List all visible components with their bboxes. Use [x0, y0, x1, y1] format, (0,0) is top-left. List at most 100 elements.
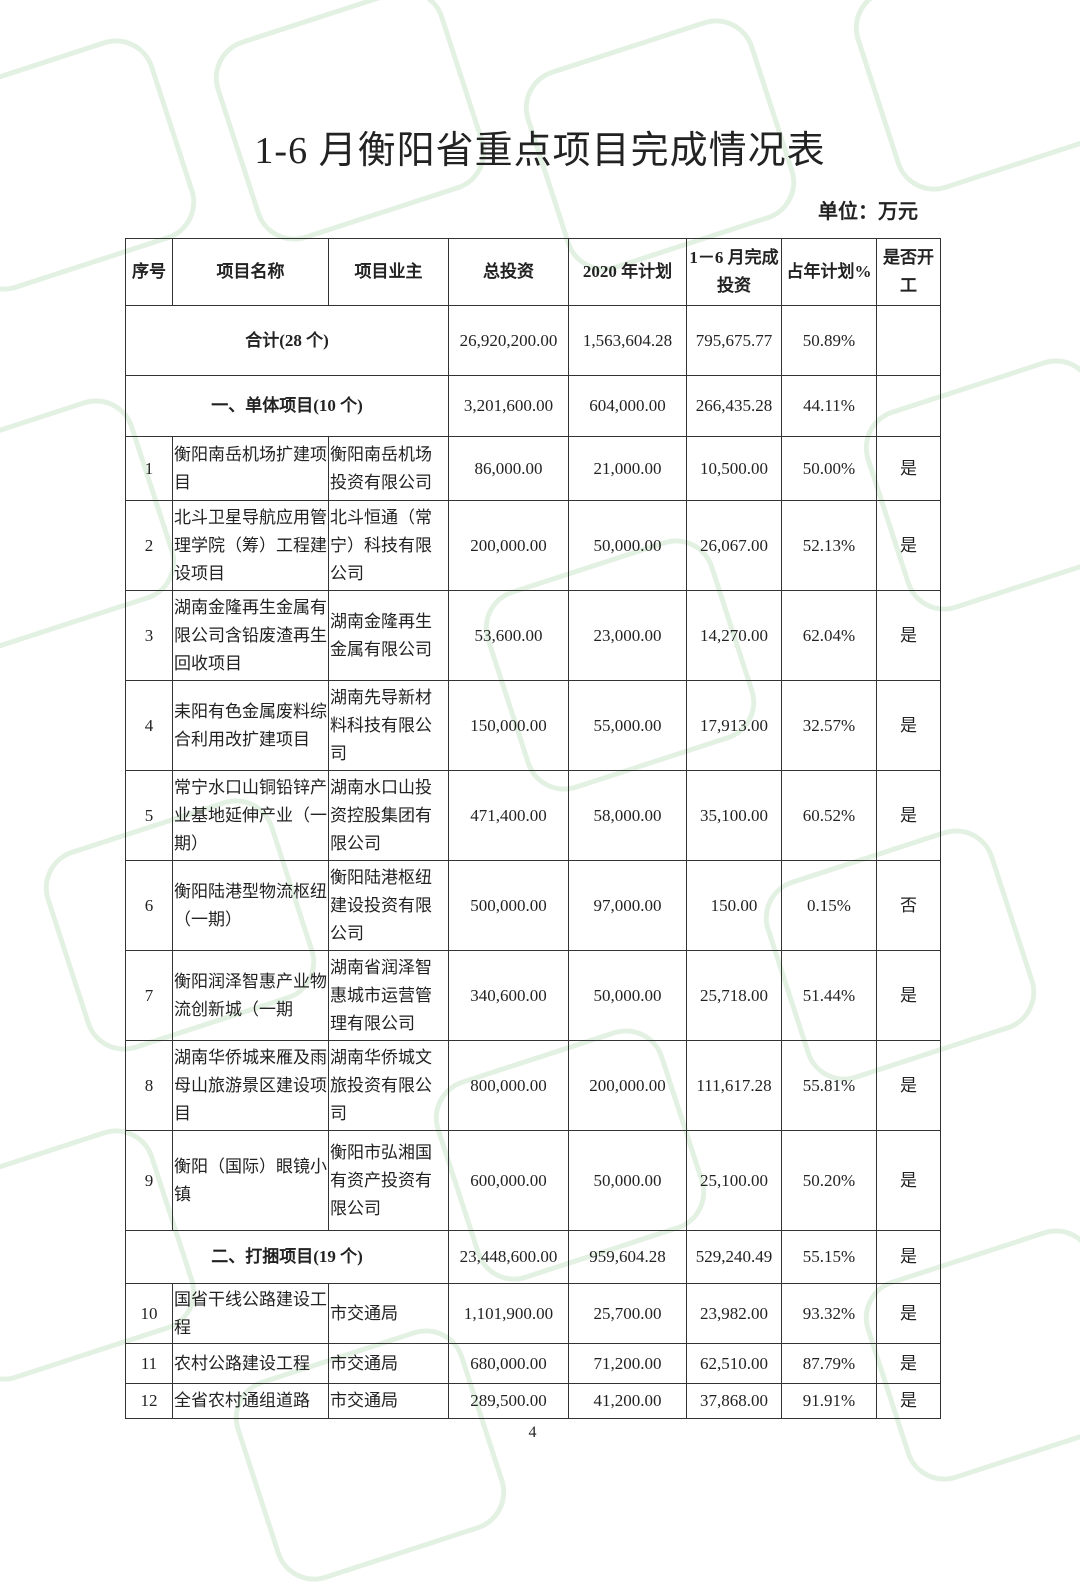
- cell-name: 湖南华侨城来雁及雨母山旅游景区建设项目: [172, 1040, 329, 1131]
- cell-started: 是: [876, 950, 941, 1041]
- cell-no: 9: [125, 1130, 173, 1231]
- cell-done: 25,100.00: [686, 1130, 782, 1231]
- table-row: 12 全省农村通组道路 市交通局 289,500.00 41,200.00 37,868.…: [125, 1383, 941, 1419]
- cell-no: 3: [125, 590, 173, 681]
- cell-started: 是: [876, 770, 941, 861]
- cell-no: 12: [125, 1383, 173, 1419]
- section1-done: 266,435.28: [686, 375, 782, 437]
- cell-done: 23,982.00: [686, 1283, 782, 1344]
- total-row: 合计(28 个) 26,920,200.00 1,563,604.28 795,…: [125, 305, 941, 376]
- cell-owner: 湖南华侨城文旅投资有限公司: [328, 1040, 449, 1131]
- cell-plan: 200,000.00: [568, 1040, 687, 1131]
- cell-started: 是: [876, 1130, 941, 1231]
- total-done: 795,675.77: [686, 305, 782, 376]
- cell-plan: 21,000.00: [568, 436, 687, 501]
- cell-owner: 衡阳陆港枢纽建设投资有限公司: [328, 860, 449, 951]
- header-owner: 项目业主: [328, 238, 449, 306]
- cell-owner: 北斗恒通（常宁）科技有限公司: [328, 500, 449, 591]
- cell-total: 200,000.00: [448, 500, 569, 591]
- cell-no: 10: [125, 1283, 173, 1344]
- cell-done: 37,868.00: [686, 1383, 782, 1419]
- cell-owner: 市交通局: [328, 1383, 449, 1419]
- section2-pct: 55.15%: [781, 1230, 877, 1284]
- section2-done: 529,240.49: [686, 1230, 782, 1284]
- cell-done: 111,617.28: [686, 1040, 782, 1131]
- cell-total: 680,000.00: [448, 1343, 569, 1384]
- cell-owner: 市交通局: [328, 1283, 449, 1344]
- cell-name: 衡阳（国际）眼镜小镇: [172, 1130, 329, 1231]
- cell-no: 8: [125, 1040, 173, 1131]
- table-row: 4 耒阳有色金属废料综合利用改扩建项目 湖南先导新材料科技有限公司 150,000.0…: [125, 680, 941, 771]
- table-row: 10 国省干线公路建设工程 市交通局 1,101,900.00 25,700.00 23,…: [125, 1283, 941, 1344]
- cell-total: 500,000.00: [448, 860, 569, 951]
- total-started: [876, 305, 941, 376]
- cell-done: 35,100.00: [686, 770, 782, 861]
- section2-plan: 959,604.28: [568, 1230, 687, 1284]
- cell-name: 国省干线公路建设工程: [172, 1283, 329, 1344]
- watermark-stamp: [203, 0, 497, 252]
- header-done: 1－6 月完成投资: [686, 238, 782, 306]
- cell-done: 26,067.00: [686, 500, 782, 591]
- header-total: 总投资: [448, 238, 569, 306]
- table-row: 8 湖南华侨城来雁及雨母山旅游景区建设项目 湖南华侨城文旅投资有限公司 800,000…: [125, 1040, 941, 1131]
- cell-name: 湖南金隆再生金属有限公司含铅废渣再生回收项目: [172, 590, 329, 681]
- cell-pct: 50.20%: [781, 1130, 877, 1231]
- header-started: 是否开工: [876, 238, 941, 306]
- unit-label: 单位：万元: [818, 201, 918, 223]
- cell-plan: 71,200.00: [568, 1343, 687, 1384]
- cell-total: 340,600.00: [448, 950, 569, 1041]
- cell-started: 否: [876, 860, 941, 951]
- cell-plan: 41,200.00: [568, 1383, 687, 1419]
- section2-label: 二、打捆项目(19 个): [125, 1230, 449, 1284]
- section1-plan: 604,000.00: [568, 375, 687, 437]
- cell-total: 150,000.00: [448, 680, 569, 771]
- cell-owner: 市交通局: [328, 1343, 449, 1384]
- header-no: 序号: [125, 238, 173, 306]
- page-number: 4: [528, 1424, 537, 1441]
- cell-pct: 87.79%: [781, 1343, 877, 1384]
- cell-pct: 52.13%: [781, 500, 877, 591]
- section1-pct: 44.11%: [781, 375, 877, 437]
- cell-pct: 60.52%: [781, 770, 877, 861]
- cell-plan: 23,000.00: [568, 590, 687, 681]
- header-row: 序号 项目名称 项目业主 总投资 2020 年计划 1－6 月完成投资 占年计划…: [125, 238, 941, 306]
- cell-plan: 97,000.00: [568, 860, 687, 951]
- cell-started: 是: [876, 436, 941, 501]
- cell-done: 14,270.00: [686, 590, 782, 681]
- cell-owner: 湖南先导新材料科技有限公司: [328, 680, 449, 771]
- total-total: 26,920,200.00: [448, 305, 569, 376]
- table-container: 序号 项目名称 项目业主 总投资 2020 年计划 1－6 月完成投资 占年计划…: [125, 238, 941, 1443]
- cell-name: 耒阳有色金属废料综合利用改扩建项目: [172, 680, 329, 771]
- cell-started: 是: [876, 1040, 941, 1131]
- table-row: 6 衡阳陆港型物流枢纽（一期） 衡阳陆港枢纽建设投资有限公司 500,000.00 97…: [125, 860, 941, 951]
- table-row: 11 农村公路建设工程 市交通局 680,000.00 71,200.00 62,510.…: [125, 1343, 941, 1384]
- cell-pct: 50.00%: [781, 436, 877, 501]
- cell-owner: 湖南金隆再生金属有限公司: [328, 590, 449, 681]
- cell-done: 150.00: [686, 860, 782, 951]
- table-row: 7 衡阳润泽智惠产业物流创新城（一期 湖南省润泽智惠城市运营管理有限公司 340,60…: [125, 950, 941, 1041]
- cell-plan: 50,000.00: [568, 1130, 687, 1231]
- cell-no: 11: [125, 1343, 173, 1384]
- page-title: 1-6 月衡阳省重点项目完成情况表: [254, 130, 826, 172]
- cell-started: 是: [876, 680, 941, 771]
- cell-pct: 0.15%: [781, 860, 877, 951]
- cell-owner: 湖南水口山投资控股集团有限公司: [328, 770, 449, 861]
- total-pct: 50.89%: [781, 305, 877, 376]
- cell-pct: 62.04%: [781, 590, 877, 681]
- cell-no: 6: [125, 860, 173, 951]
- cell-pct: 51.44%: [781, 950, 877, 1041]
- cell-pct: 93.32%: [781, 1283, 877, 1344]
- cell-name: 常宁水口山铜铅锌产业基地延伸产业（一期）: [172, 770, 329, 861]
- cell-done: 10,500.00: [686, 436, 782, 501]
- section1-label: 一、单体项目(10 个): [125, 375, 449, 437]
- cell-no: 1: [125, 436, 173, 501]
- cell-owner: 湖南省润泽智惠城市运营管理有限公司: [328, 950, 449, 1041]
- cell-name: 全省农村通组道路: [172, 1383, 329, 1419]
- section1-row: 一、单体项目(10 个) 3,201,600.00 604,000.00 266…: [125, 375, 941, 437]
- table-row: 1 衡阳南岳机场扩建项目 衡阳南岳机场投资有限公司 86,000.00 21,000.0…: [125, 436, 941, 501]
- section2-row: 二、打捆项目(19 个) 23,448,600.00 959,604.28 529,2…: [125, 1230, 941, 1284]
- cell-pct: 32.57%: [781, 680, 877, 771]
- cell-plan: 58,000.00: [568, 770, 687, 861]
- table-row: 5 常宁水口山铜铅锌产业基地延伸产业（一期） 湖南水口山投资控股集团有限公司 471,…: [125, 770, 941, 861]
- cell-total: 471,400.00: [448, 770, 569, 861]
